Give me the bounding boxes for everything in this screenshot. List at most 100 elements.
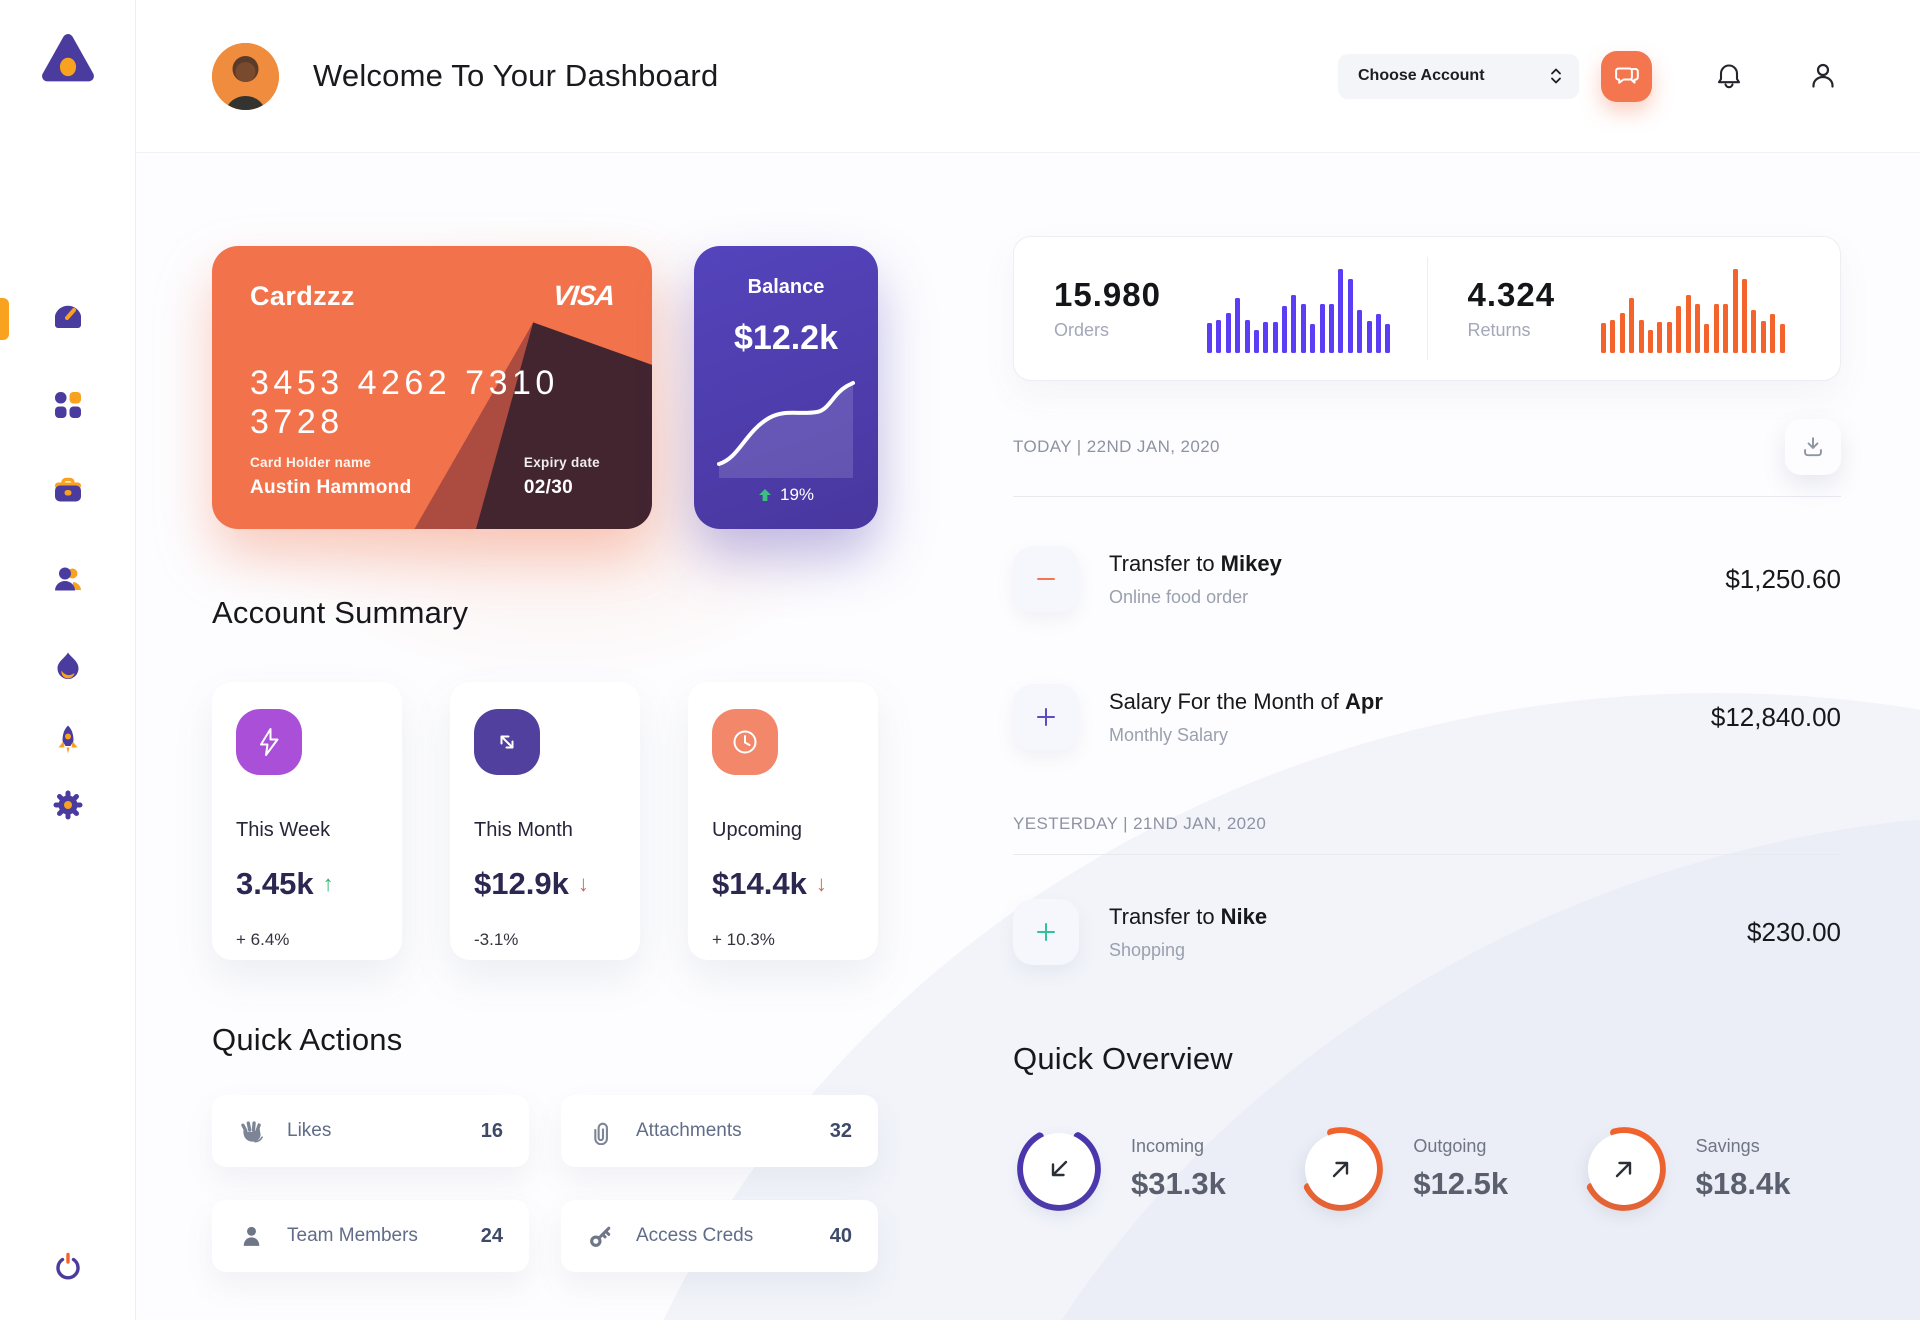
today-date-label: TODAY | 22ND JAN, 2020 xyxy=(1013,437,1220,456)
incoming-progress-ring xyxy=(1013,1123,1105,1215)
chart-bar xyxy=(1385,323,1391,353)
sidebar-item-team[interactable] xyxy=(51,562,85,596)
user-avatar[interactable] xyxy=(212,42,279,110)
sidebar-item-rocket[interactable] xyxy=(51,723,85,757)
transaction-subtitle: Monthly Salary xyxy=(1109,724,1229,745)
transaction-row-salary[interactable]: Salary For the Month of Apr Monthly Sala… xyxy=(1013,684,1841,750)
arrow-down-left-icon xyxy=(1051,1160,1068,1177)
action-count: 24 xyxy=(480,1224,503,1247)
sidebar-item-briefcase[interactable] xyxy=(51,473,85,507)
sidebar-item-flame[interactable] xyxy=(51,649,85,683)
chart-bar xyxy=(1760,320,1766,353)
visa-logo: VISA xyxy=(551,280,616,311)
action-label: Likes xyxy=(287,1120,332,1141)
transaction-amount: $1,250.60 xyxy=(1725,563,1841,594)
trend-down-icon: ↓ xyxy=(577,871,589,896)
summary-card-this-month[interactable]: This Month $12.9k ↓ -3.1% xyxy=(450,682,640,960)
gear-icon xyxy=(53,790,82,820)
summary-delta: + 6.4% xyxy=(236,930,290,949)
orders-returns-card: 15.980 Orders 4.324 Returns xyxy=(1013,236,1841,381)
minus-icon xyxy=(1013,546,1079,612)
chart-bar xyxy=(1366,320,1372,353)
balance-card[interactable]: Balance $12.2k 19% xyxy=(694,246,878,529)
chart-bar xyxy=(1751,309,1757,353)
card-name: Cardzzz xyxy=(250,280,355,311)
transaction-subtitle: Shopping xyxy=(1109,939,1186,960)
sidebar-item-settings[interactable] xyxy=(51,788,85,822)
balance-sparkline xyxy=(717,381,855,478)
download-button[interactable] xyxy=(1785,419,1841,475)
summary-title: This Month xyxy=(474,819,573,841)
chart-bar xyxy=(1291,294,1297,353)
sidebar-item-apps[interactable] xyxy=(51,388,85,422)
trend-up-icon: ↑ xyxy=(322,871,334,896)
action-attachments[interactable]: Attachments 32 xyxy=(561,1095,878,1167)
chart-bar xyxy=(1629,297,1635,353)
active-nav-indicator xyxy=(0,298,9,340)
account-summary-heading: Account Summary xyxy=(212,595,469,630)
chart-bar xyxy=(1610,319,1616,353)
action-likes[interactable]: Likes 16 xyxy=(212,1095,529,1167)
action-team-members[interactable]: Team Members 24 xyxy=(212,1200,529,1272)
sidebar-nav xyxy=(0,90,135,822)
overview-savings: Savings $18.4k xyxy=(1578,1123,1841,1215)
overview-label: Outgoing xyxy=(1413,1136,1487,1156)
notifications-button[interactable] xyxy=(1712,59,1746,93)
lightning-icon xyxy=(236,709,302,775)
balance-change: 19% xyxy=(758,485,814,505)
transaction-amount: $12,840.00 xyxy=(1710,701,1841,732)
right-column: 15.980 Orders 4.324 Returns xyxy=(1013,236,1841,1272)
orders-label: Orders xyxy=(1054,320,1110,340)
chat-button[interactable] xyxy=(1601,50,1652,102)
chart-bar xyxy=(1657,321,1663,353)
transaction-title: Transfer to Nike xyxy=(1109,903,1268,929)
orders-value: 15.980 xyxy=(1054,276,1161,313)
chart-bar xyxy=(1272,321,1278,353)
chart-bar xyxy=(1601,322,1607,353)
chart-bar xyxy=(1347,278,1353,353)
chart-bar xyxy=(1263,321,1269,353)
card-expiry-label: Expiry date xyxy=(523,455,600,470)
transaction-row-mikey[interactable]: Transfer to Mikey Online food order $1,2… xyxy=(1013,546,1841,612)
header: Welcome To Your Dashboard Choose Account xyxy=(136,0,1920,153)
sidebar-item-dashboard[interactable] xyxy=(51,298,85,332)
plus-icon xyxy=(1013,684,1079,750)
overview-value: $18.4k xyxy=(1695,1166,1791,1201)
chart-bar xyxy=(1216,319,1222,353)
chart-bar xyxy=(1732,268,1738,353)
chart-bar xyxy=(1723,303,1729,353)
transaction-row-nike[interactable]: Transfer to Nike Shopping $230.00 xyxy=(1013,899,1841,965)
chart-bar xyxy=(1329,303,1335,353)
overview-outgoing: Outgoing $12.5k xyxy=(1295,1123,1558,1215)
overview-label: Savings xyxy=(1695,1136,1760,1156)
card-expiry-value: 02/30 xyxy=(523,477,573,498)
outgoing-progress-ring xyxy=(1295,1123,1387,1215)
overview-value: $12.5k xyxy=(1413,1166,1509,1201)
apps-grid-icon xyxy=(54,392,81,418)
action-label: Team Members xyxy=(287,1225,418,1246)
chart-bar xyxy=(1338,268,1344,353)
chart-bar xyxy=(1244,319,1250,353)
account-selector[interactable]: Choose Account xyxy=(1338,53,1579,99)
app-logo[interactable] xyxy=(38,30,98,90)
divider xyxy=(1013,496,1841,497)
chart-bar xyxy=(1235,297,1241,353)
transactions-header-row: TODAY | 22ND JAN, 2020 xyxy=(1013,419,1841,475)
credit-card[interactable]: Cardzzz VISA 3453 4262 7310 3728 Card Ho… xyxy=(212,246,652,529)
summary-delta: -3.1% xyxy=(474,930,519,949)
overview-incoming: Incoming $31.3k xyxy=(1013,1123,1276,1215)
download-icon xyxy=(1804,437,1822,457)
account-selector-label: Choose Account xyxy=(1358,67,1485,84)
profile-button[interactable] xyxy=(1806,59,1840,93)
flame-icon xyxy=(57,652,78,679)
logout-button[interactable] xyxy=(51,1250,85,1284)
briefcase-icon xyxy=(54,477,81,502)
summary-card-this-week[interactable]: This Week 3.45k ↑ + 6.4% xyxy=(212,682,402,960)
action-access-creds[interactable]: Access Creds 40 xyxy=(561,1200,878,1272)
card-number: 3453 4262 7310 3728 xyxy=(250,364,559,441)
chart-bar xyxy=(1741,278,1747,353)
left-column: Cardzzz VISA 3453 4262 7310 3728 Card Ho… xyxy=(212,236,878,1272)
summary-card-upcoming[interactable]: Upcoming $14.4k ↓ + 10.3% xyxy=(688,682,878,960)
overview-value: $31.3k xyxy=(1131,1166,1226,1201)
sidebar xyxy=(0,0,136,1320)
